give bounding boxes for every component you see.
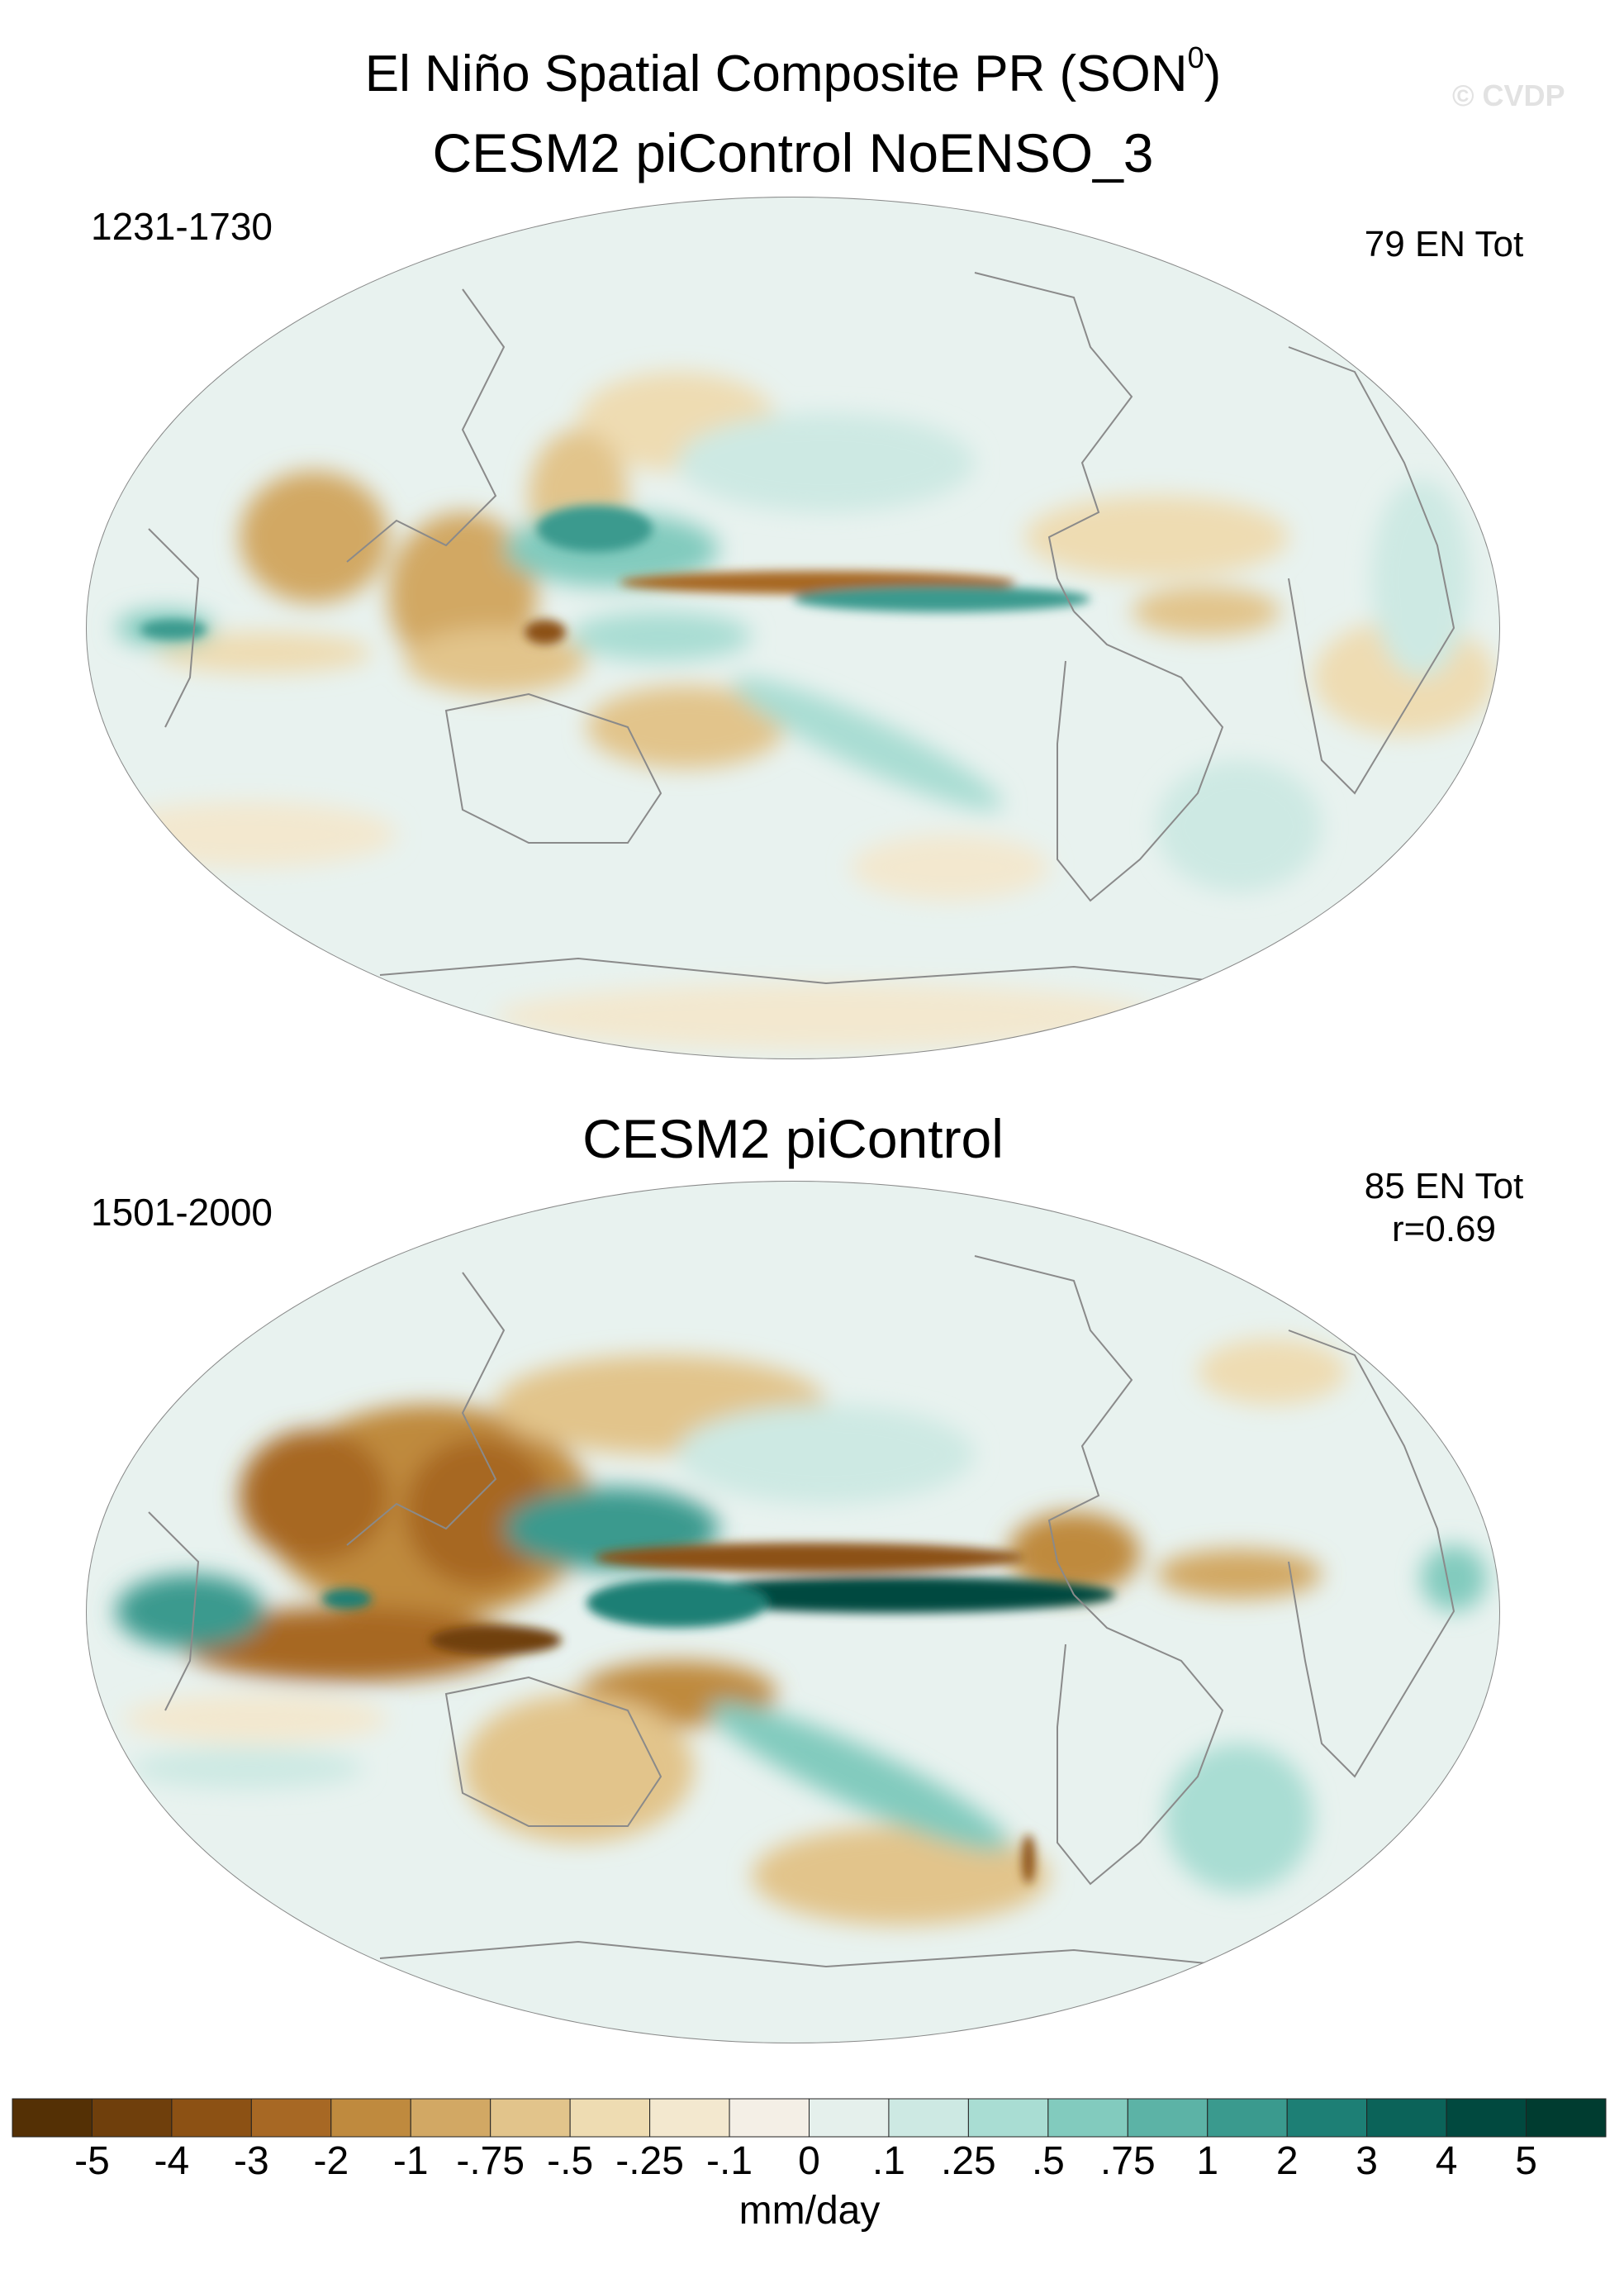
colorbar-swatch <box>967 2098 1049 2138</box>
map-panel-2 <box>86 1181 1500 2043</box>
colorbar-swatch <box>1047 2098 1128 2138</box>
colorbar-swatch <box>1286 2098 1368 2138</box>
colorbar-swatch <box>490 2098 571 2138</box>
colorbar-tick-label: -.75 <box>456 2139 525 2183</box>
map-2-itcz-bands <box>322 1543 1115 1884</box>
map-1-itcz-bands <box>140 506 1090 645</box>
colorbar-tick-label: -.1 <box>706 2139 753 2183</box>
colorbar-tick-label: -.25 <box>615 2139 684 2183</box>
colorbar-swatch <box>171 2098 252 2138</box>
colorbar-tick-label: 1 <box>1196 2139 1219 2183</box>
colorbar-tick-label: -3 <box>234 2139 269 2183</box>
watermark: © CVDP <box>1452 78 1565 112</box>
colorbar-swatch <box>729 2098 810 2138</box>
colorbar-swatch <box>1207 2098 1288 2138</box>
colorbar-tick-label: 5 <box>1515 2139 1537 2183</box>
colorbar-swatch <box>1446 2098 1527 2138</box>
map-2-anomalies <box>116 1339 1487 1925</box>
map-1-anomalies <box>99 372 1495 1049</box>
map-1-coastlines <box>148 272 1455 985</box>
colorbar-swatch <box>649 2098 730 2138</box>
colorbar-swatch <box>1127 2098 1209 2138</box>
map-2-coastlines <box>148 1255 1455 1968</box>
map-panel-1 <box>86 197 1500 1059</box>
colorbar-unit: mm/day <box>738 2189 881 2233</box>
map-1-background <box>86 197 1500 1059</box>
colorbar-tick-label: 4 <box>1435 2139 1458 2183</box>
panel-1-stat-line1: 79 EN Tot <box>1364 224 1524 264</box>
colorbar-tick-label: .5 <box>1031 2139 1065 2183</box>
panel-2-stat-line2: r=0.69 <box>1392 1209 1496 1249</box>
panel-1-stat: 79 EN Tot <box>1337 223 1551 266</box>
colorbar-tick-label: -4 <box>154 2139 190 2183</box>
colorbar-swatch <box>12 2098 93 2138</box>
colorbar-tick-label: 3 <box>1356 2139 1378 2183</box>
colorbar-swatch <box>250 2098 332 2138</box>
colorbar-tick-label: .75 <box>1099 2139 1156 2183</box>
colorbar-tick-label: -5 <box>74 2139 110 2183</box>
panel-2-years: 1501-2000 <box>91 1191 273 1234</box>
panel-1-years: 1231-1730 <box>91 205 273 248</box>
colorbar-tick-label: .25 <box>941 2139 996 2183</box>
panel-2-stat-line1: 85 EN Tot <box>1364 1166 1524 1206</box>
colorbar-swatch <box>569 2098 651 2138</box>
colorbar-swatch <box>1526 2098 1607 2138</box>
colorbar-tick-label: 0 <box>798 2139 820 2183</box>
colorbar-swatch <box>809 2098 890 2138</box>
colorbar-swatch <box>410 2098 491 2138</box>
colorbar-swatch <box>330 2098 411 2138</box>
panel-1-title: CESM2 piControl NoENSO_3 <box>432 122 1154 183</box>
colorbar-swatch <box>888 2098 969 2138</box>
colorbar-tick-label: -1 <box>392 2139 429 2183</box>
panel-2-stat: 85 EN Tot r=0.69 <box>1337 1165 1551 1251</box>
colorbar-tick-label: -.5 <box>547 2139 594 2183</box>
colorbar-tick-label: -2 <box>313 2139 349 2183</box>
colorbar-tick-label: .1 <box>871 2139 905 2183</box>
colorbar-tick-label: 2 <box>1275 2139 1299 2183</box>
panel-2-title: CESM2 piControl <box>582 1108 1004 1169</box>
colorbar-swatch <box>1366 2098 1447 2138</box>
figure-title: El Niño Spatial Composite PR (SON0) <box>364 40 1222 102</box>
colorbar <box>12 2098 1607 2138</box>
colorbar-swatch <box>91 2098 173 2138</box>
